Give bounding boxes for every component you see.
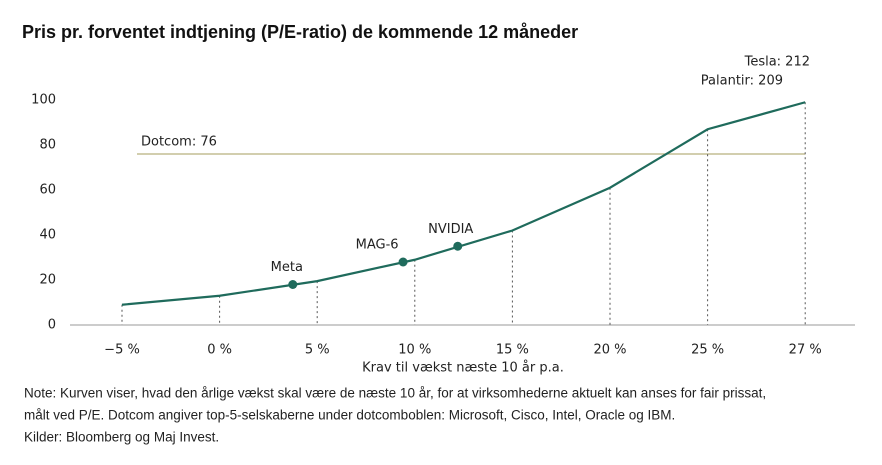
- point-label: MAG-6: [356, 238, 399, 253]
- x-tick-label: 5 %: [305, 343, 330, 358]
- x-tick-label: 10 %: [398, 343, 431, 358]
- y-tick-label: 20: [39, 273, 56, 288]
- x-tick-label: −5 %: [104, 343, 140, 358]
- y-tick-label: 0: [48, 318, 56, 333]
- point-label: Meta: [271, 260, 303, 275]
- point-marker: [398, 257, 408, 267]
- chart-title: Pris pr. forventet indtjening (P/E-ratio…: [22, 22, 578, 42]
- x-tick-label: 27 %: [789, 343, 822, 358]
- note: Kilder: Bloomberg og Maj Invest.: [24, 430, 219, 445]
- annotation: Palantir: 209: [701, 74, 783, 89]
- x-axis-label: Krav til vækst næste 10 år p.a.: [362, 361, 564, 376]
- line-series: [121, 101, 806, 306]
- point-label: NVIDIA: [428, 222, 473, 237]
- note: Note: Kurven viser, hvad den årlige væks…: [24, 386, 766, 401]
- y-tick-label: 60: [39, 183, 56, 198]
- note: målt ved P/E. Dotcom angiver top-5-selsk…: [24, 408, 675, 423]
- annotation: Tesla: 212: [744, 55, 810, 70]
- x-tick-label: 15 %: [496, 343, 529, 358]
- y-tick-label: 80: [39, 138, 56, 153]
- x-tick-label: 20 %: [593, 343, 626, 358]
- y-tick-label: 100: [31, 93, 56, 108]
- reference-label: Dotcom: 76: [141, 135, 217, 150]
- x-tick-label: 25 %: [691, 343, 724, 358]
- y-tick-label: 40: [39, 228, 56, 243]
- point-marker: [453, 241, 463, 251]
- point-marker: [288, 280, 298, 289]
- x-tick-label: 0 %: [207, 343, 232, 358]
